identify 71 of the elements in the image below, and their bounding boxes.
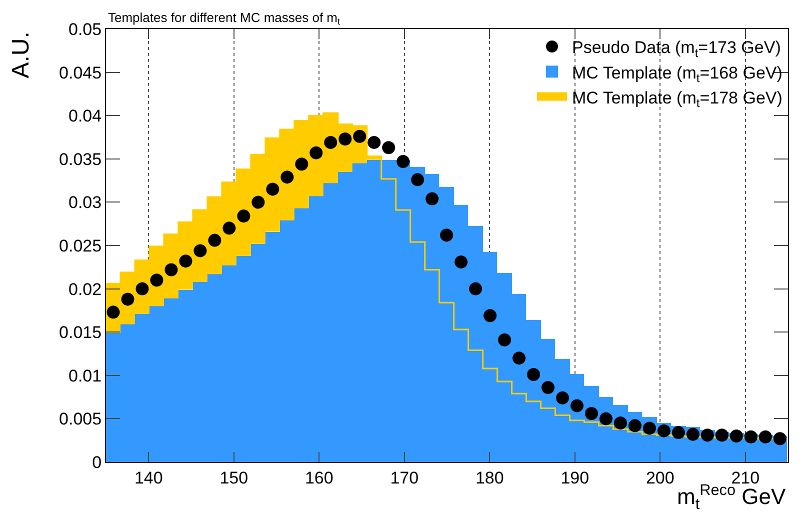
point [556, 391, 570, 404]
point [599, 412, 612, 426]
point [469, 282, 482, 296]
point [758, 430, 772, 444]
point [454, 255, 468, 268]
point [396, 155, 410, 168]
x-tick-label: 170 [390, 468, 419, 488]
y-axis-title: A.U. [7, 32, 34, 78]
y-tick-label: 0.035 [59, 150, 102, 169]
point [237, 210, 250, 223]
point [715, 428, 728, 442]
y-tick-label: 0.045 [59, 63, 102, 82]
legend-label: MC Template (m$_{t}$=178 GeV) [572, 88, 782, 110]
point [542, 381, 555, 394]
point [730, 430, 743, 443]
point [252, 196, 265, 209]
point [744, 430, 758, 444]
point [150, 274, 164, 287]
point [440, 228, 454, 242]
point [338, 132, 352, 146]
point [426, 192, 439, 206]
point [773, 432, 786, 446]
point [280, 170, 294, 184]
x-tick-label: 150 [220, 468, 248, 488]
point [484, 309, 497, 322]
point [121, 292, 134, 306]
point [700, 428, 714, 442]
x-tick-label: 180 [475, 468, 504, 488]
point [657, 424, 670, 438]
x-tick-label: 160 [304, 468, 334, 488]
point [106, 306, 120, 319]
point [512, 352, 526, 365]
point [194, 244, 207, 258]
x-tick-label: 200 [646, 468, 674, 488]
point [136, 282, 149, 296]
chart-title: Templates for different MC masses of m$_{t}$ [108, 10, 341, 27]
point [585, 407, 598, 420]
point [570, 399, 584, 412]
point [686, 428, 700, 441]
point [411, 173, 424, 186]
point [208, 234, 222, 247]
y-tick-label: 0.015 [59, 323, 102, 342]
y-tick-label: 0.02 [68, 280, 102, 299]
x-tick-label: 210 [731, 468, 760, 488]
y-tick-label: 0.01 [68, 366, 102, 386]
point [222, 222, 236, 235]
point [498, 333, 512, 346]
legend-label: MC Template (m$_{t}$=168 GeV) [572, 63, 782, 85]
point [642, 422, 656, 435]
point [164, 263, 178, 276]
point [382, 141, 396, 154]
point [295, 158, 308, 171]
x-tick-label: 190 [560, 468, 590, 488]
point [266, 182, 280, 196]
y-tick-label: 0.05 [68, 20, 102, 39]
y-tick-label: 0 [92, 452, 102, 472]
legend-label: Pseudo Data (m$_{t}$=173 GeV) [572, 38, 781, 60]
y-tick-label: 0.03 [68, 193, 102, 212]
point [179, 254, 192, 268]
y-tick-label: 0.005 [59, 410, 102, 429]
x-tick-label: 140 [134, 468, 163, 488]
point [310, 146, 323, 160]
point [353, 130, 366, 143]
point [324, 136, 338, 149]
point [368, 136, 381, 149]
y-tick-label: 0.04 [68, 106, 102, 126]
point [672, 426, 685, 440]
point [628, 419, 642, 432]
point [527, 368, 540, 382]
point [614, 416, 627, 430]
y-tick-label: 0.025 [59, 236, 102, 256]
